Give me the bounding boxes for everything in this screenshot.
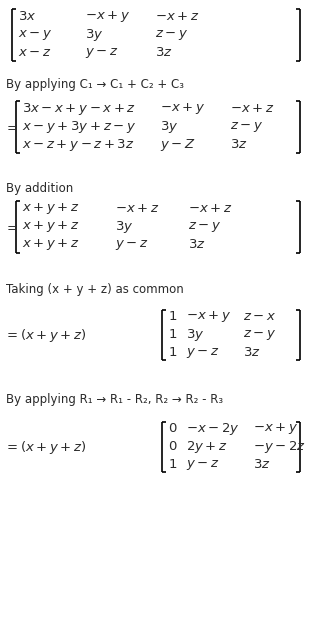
Text: $z - x$: $z - x$ (243, 310, 276, 324)
Text: $x - z$: $x - z$ (18, 46, 52, 60)
Text: $3z$: $3z$ (188, 238, 206, 251)
Text: $0$: $0$ (168, 441, 178, 453)
Text: By addition: By addition (6, 182, 73, 195)
Text: $z - y$: $z - y$ (230, 120, 263, 134)
Text: $-y - 2z$: $-y - 2z$ (253, 439, 306, 455)
Text: $y - z$: $y - z$ (186, 458, 220, 472)
Text: $x - z + y - z + 3z$: $x - z + y - z + 3z$ (22, 137, 135, 153)
Text: $x + y + z$: $x + y + z$ (22, 201, 80, 216)
Text: $=$: $=$ (4, 221, 18, 233)
Text: $3x - x + y - x + z$: $3x - x + y - x + z$ (22, 101, 136, 117)
Text: $3y$: $3y$ (85, 27, 103, 43)
Text: $y - Z$: $y - Z$ (160, 137, 196, 153)
Text: $1$: $1$ (168, 347, 177, 359)
Text: Taking (x + y + z) as common: Taking (x + y + z) as common (6, 283, 184, 296)
Text: $1$: $1$ (168, 310, 177, 324)
Text: $-x + y$: $-x + y$ (85, 9, 130, 24)
Text: $y - z$: $y - z$ (85, 46, 119, 60)
Text: $-x + y$: $-x + y$ (186, 310, 231, 325)
Text: $-x + z$: $-x + z$ (188, 203, 232, 216)
Text: $3y$: $3y$ (160, 119, 178, 135)
Text: $3x$: $3x$ (18, 11, 37, 23)
Text: $y - z$: $y - z$ (186, 346, 220, 360)
Text: $-x + y$: $-x + y$ (253, 421, 298, 436)
Text: $-x + y$: $-x + y$ (160, 102, 205, 117)
Text: $-x + z$: $-x + z$ (155, 11, 199, 23)
Text: By applying C₁ → C₁ + C₂ + C₃: By applying C₁ → C₁ + C₂ + C₃ (6, 78, 184, 91)
Text: $= (x + y + z)$: $= (x + y + z)$ (4, 438, 87, 455)
Text: $-x - 2y$: $-x - 2y$ (186, 421, 240, 437)
Text: $z - y$: $z - y$ (188, 220, 221, 234)
Text: $=$: $=$ (4, 120, 18, 134)
Text: $3z$: $3z$ (243, 347, 261, 359)
Text: $3z$: $3z$ (155, 46, 173, 60)
Text: $3y$: $3y$ (115, 219, 134, 235)
Text: $z - y$: $z - y$ (243, 328, 276, 342)
Text: $3y$: $3y$ (186, 327, 204, 343)
Text: $-x + z$: $-x + z$ (115, 203, 159, 216)
Text: $x + y + z$: $x + y + z$ (22, 219, 80, 234)
Text: $0$: $0$ (168, 423, 178, 436)
Text: $2y + z$: $2y + z$ (186, 439, 228, 455)
Text: $1$: $1$ (168, 458, 177, 472)
Text: $x - y$: $x - y$ (18, 28, 52, 42)
Text: $3z$: $3z$ (253, 458, 271, 472)
Text: $1$: $1$ (168, 329, 177, 342)
Text: $z - y$: $z - y$ (155, 28, 188, 42)
Text: $3z$: $3z$ (230, 139, 248, 152)
Text: $y - z$: $y - z$ (115, 238, 149, 252)
Text: $= (x + y + z)$: $= (x + y + z)$ (4, 327, 87, 344)
Text: By applying R₁ → R₁ - R₂, R₂ → R₂ - R₃: By applying R₁ → R₁ - R₂, R₂ → R₂ - R₃ (6, 393, 223, 406)
Text: $x + y + z$: $x + y + z$ (22, 238, 80, 253)
Text: $x - y + 3y + z - y$: $x - y + 3y + z - y$ (22, 119, 136, 135)
Text: $-x + z$: $-x + z$ (230, 102, 275, 115)
